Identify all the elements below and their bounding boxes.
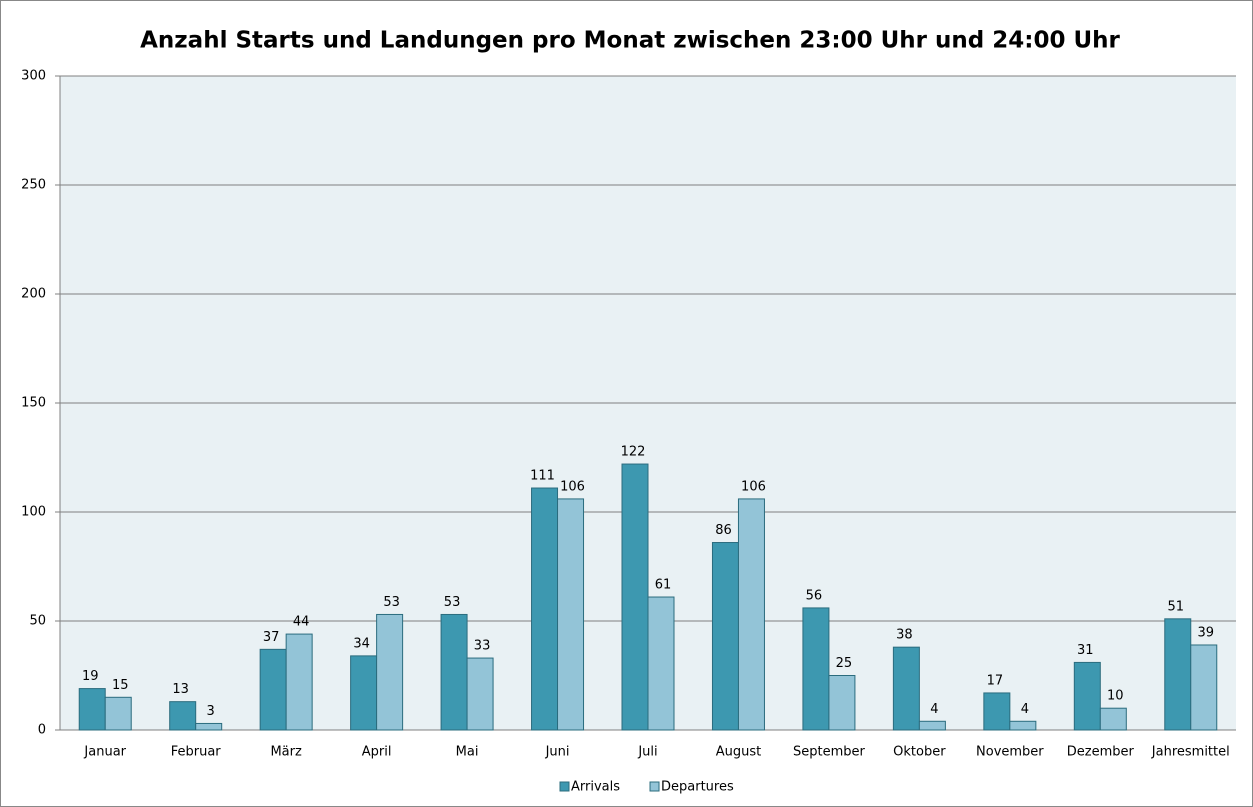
bar <box>647 596 675 731</box>
data-label: 51 <box>1167 599 1184 614</box>
bar <box>711 542 739 731</box>
bar <box>1009 720 1037 731</box>
data-label: 4 <box>930 702 938 717</box>
data-label: 10 <box>1107 689 1124 704</box>
data-label: 86 <box>715 523 732 538</box>
data-label: 39 <box>1197 625 1214 640</box>
y-tick-label: 200 <box>21 287 46 302</box>
data-label: 33 <box>474 639 491 654</box>
bar <box>557 498 585 731</box>
bar <box>1164 618 1192 731</box>
y-tick-label: 250 <box>21 178 46 193</box>
x-tick-label: Februar <box>171 745 222 760</box>
data-label: 53 <box>383 595 400 610</box>
chart-title: Anzahl Starts und Landungen pro Monat zw… <box>140 28 1120 54</box>
bar <box>828 675 856 731</box>
legend-label: Departures <box>661 780 734 795</box>
bar <box>802 607 830 731</box>
bar <box>440 613 468 731</box>
bar <box>376 613 404 731</box>
bar <box>466 657 494 731</box>
data-label: 106 <box>560 479 585 494</box>
x-tick-label: März <box>270 745 302 760</box>
x-tick-label: Mai <box>456 745 479 760</box>
data-label: 25 <box>836 656 853 671</box>
data-label: 53 <box>444 595 461 610</box>
bar <box>78 688 106 731</box>
x-tick-label: April <box>362 745 392 760</box>
bar <box>1073 661 1101 731</box>
y-tick-label: 300 <box>21 69 46 84</box>
legend-swatch <box>559 781 570 792</box>
bar <box>621 463 649 731</box>
y-tick-label: 0 <box>38 723 46 738</box>
data-label: 34 <box>353 636 370 651</box>
bar <box>169 701 197 731</box>
bar <box>1099 707 1127 731</box>
data-label: 38 <box>896 628 913 643</box>
data-label: 44 <box>293 615 310 630</box>
bar <box>285 633 313 731</box>
bar <box>350 655 378 731</box>
data-label: 19 <box>82 669 99 684</box>
data-label: 4 <box>1021 702 1029 717</box>
data-label: 15 <box>112 678 129 693</box>
data-label: 17 <box>987 673 1004 688</box>
x-tick-label: Januar <box>83 745 126 760</box>
x-tick-label: August <box>716 745 762 760</box>
data-label: 56 <box>806 588 823 603</box>
data-label: 106 <box>741 479 766 494</box>
y-tick-label: 150 <box>21 396 46 411</box>
bar <box>1190 644 1218 731</box>
legend-label: Arrivals <box>571 780 620 795</box>
data-label: 37 <box>263 630 280 645</box>
x-tick-label: November <box>976 745 1044 760</box>
x-tick-label: Juli <box>637 745 657 760</box>
bar <box>259 648 287 731</box>
bar <box>104 696 132 731</box>
bar <box>892 646 920 731</box>
data-label: 122 <box>621 445 646 460</box>
y-tick-label: 100 <box>21 505 46 520</box>
bar <box>983 692 1011 731</box>
data-label: 3 <box>207 704 215 719</box>
y-tick-label: 50 <box>29 614 46 629</box>
bar <box>737 498 765 731</box>
bar <box>195 722 223 731</box>
data-label: 61 <box>655 578 672 593</box>
x-tick-label: Oktober <box>893 745 946 760</box>
x-tick-label: September <box>793 745 866 760</box>
data-label: 111 <box>530 469 555 484</box>
bar <box>918 720 946 731</box>
bar <box>531 487 559 731</box>
legend-swatch <box>649 781 660 792</box>
x-tick-label: Jahresmittel <box>1151 745 1230 760</box>
x-tick-label: Dezember <box>1067 745 1135 760</box>
data-label: 13 <box>172 682 189 697</box>
data-label: 31 <box>1077 643 1094 658</box>
x-tick-label: Juni <box>545 745 570 760</box>
